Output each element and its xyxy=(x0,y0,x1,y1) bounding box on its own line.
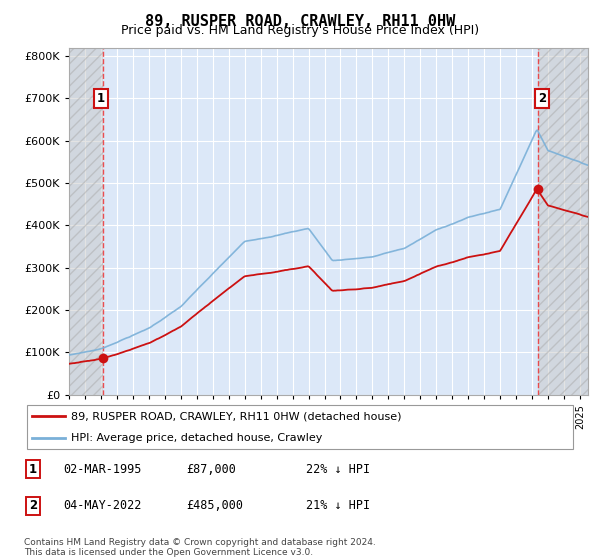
Text: Price paid vs. HM Land Registry's House Price Index (HPI): Price paid vs. HM Land Registry's House … xyxy=(121,24,479,37)
Text: HPI: Average price, detached house, Crawley: HPI: Average price, detached house, Craw… xyxy=(71,433,322,443)
Text: £485,000: £485,000 xyxy=(186,499,243,512)
Text: 22% ↓ HPI: 22% ↓ HPI xyxy=(306,463,370,476)
Text: 89, RUSPER ROAD, CRAWLEY, RH11 0HW: 89, RUSPER ROAD, CRAWLEY, RH11 0HW xyxy=(145,14,455,29)
Bar xyxy=(69,48,103,395)
FancyBboxPatch shape xyxy=(27,405,573,449)
Text: 02-MAR-1995: 02-MAR-1995 xyxy=(63,463,142,476)
Text: 89, RUSPER ROAD, CRAWLEY, RH11 0HW (detached house): 89, RUSPER ROAD, CRAWLEY, RH11 0HW (deta… xyxy=(71,411,401,421)
Text: 1: 1 xyxy=(29,463,37,476)
Text: 2: 2 xyxy=(538,92,547,105)
Text: 2: 2 xyxy=(29,499,37,512)
Text: 21% ↓ HPI: 21% ↓ HPI xyxy=(306,499,370,512)
Text: £87,000: £87,000 xyxy=(186,463,236,476)
Text: 1: 1 xyxy=(97,92,105,105)
Text: Contains HM Land Registry data © Crown copyright and database right 2024.
This d: Contains HM Land Registry data © Crown c… xyxy=(24,538,376,557)
Text: 04-MAY-2022: 04-MAY-2022 xyxy=(63,499,142,512)
Bar xyxy=(538,48,588,395)
